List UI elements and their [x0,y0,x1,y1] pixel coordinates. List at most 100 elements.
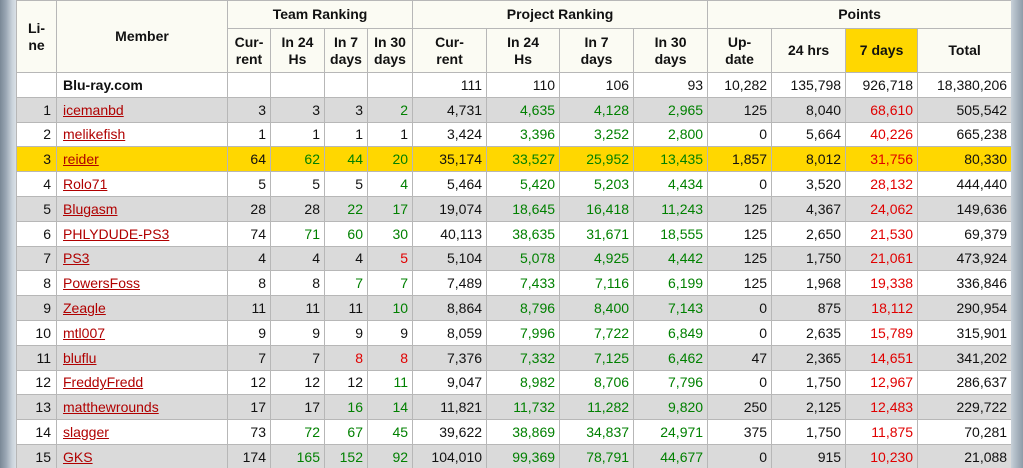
header-points-col-3: Total [917,28,1011,73]
team-rank-cell: 17 [366,195,414,222]
points-cell: 5,664 [771,121,847,148]
project-rank-cell: 8,796 [486,295,561,321]
points-cell: 250 [707,394,773,421]
table-row: 14 slagger 73 72 67 45 39,622 38,869 34,837 24,97… [16,419,1011,445]
project-rank-cell: 34,837 [559,419,635,445]
member-link[interactable]: icemanbd [63,101,124,118]
table-row: 8 PowersFoss 8 8 7 7 7,489 7,433 7,116 6,199 125 1,… [16,270,1011,297]
member-cell: icemanbd [56,96,228,123]
project-rank-cell: 11,282 [559,394,635,421]
team-rank-cell: 4 [324,245,368,272]
summary-project-cell: 110 [486,72,561,98]
team-rank-cell: 4 [270,245,325,272]
project-rank-cell: 7,996 [486,319,561,346]
table-row: 6 PHLYDUDE-PS3 74 71 60 30 40,113 38,635 31,671 1… [16,220,1011,247]
team-rank-cell: 5 [366,245,414,272]
team-rank-cell: 12 [270,369,325,396]
header-line: Li-ne [16,0,57,73]
member-cell: PHLYDUDE-PS3 [56,220,228,247]
project-rank-cell: 38,869 [486,419,561,445]
summary-project-cell: 93 [633,72,709,98]
team-rank-cell: 74 [227,220,271,247]
member-cell: bluflu [56,344,228,371]
points-cell: 1,857 [707,146,773,173]
member-link[interactable]: Zeagle [63,300,106,317]
points-cell: 149,636 [917,195,1011,222]
project-rank-cell: 11,821 [412,394,488,421]
project-rank-cell: 8,059 [412,319,488,346]
header-points-col-0: Up-date [707,28,773,73]
team-rank-cell: 7 [324,270,368,297]
points-cell: 229,722 [917,394,1011,421]
summary-points-cell: 135,798 [771,72,847,98]
summary-points-cell: 926,718 [845,72,919,98]
project-rank-cell: 25,952 [559,146,635,173]
team-rank-cell: 17 [270,394,325,421]
points-cell: 80,330 [917,146,1011,173]
project-rank-cell: 31,671 [559,220,635,247]
points-cell: 8,012 [771,146,847,173]
team-rank-cell: 3 [324,96,368,123]
points-cell: 290,954 [917,295,1011,321]
project-rank-cell: 13,435 [633,146,709,173]
team-rank-cell: 3 [227,96,271,123]
member-link[interactable]: mtl007 [63,324,106,341]
summary-team-cell [324,72,368,98]
table-row: 10 mtl007 9 9 9 9 8,059 7,996 7,722 6,849 0 2,635 15… [16,319,1011,346]
team-rank-cell: 12 [227,369,271,396]
points-cell: 286,637 [917,369,1011,396]
line-number-cell: 14 [16,419,57,445]
team-rank-cell: 67 [324,419,368,445]
project-rank-cell: 7,376 [412,344,488,371]
member-link[interactable]: melikefish [63,126,126,143]
points-cell: 12,483 [845,394,919,421]
points-cell: 2,125 [771,394,847,421]
header-points-col-2: 7 days [845,28,919,73]
table-row: 2 melikefish 1 1 1 1 3,424 3,396 3,252 2,800 0 5,66… [16,121,1011,148]
team-rank-cell: 73 [227,419,271,445]
team-rank-cell: 10 [366,295,414,321]
stats-table-container: Li-ne Member Team Ranking Project Rankin… [16,0,1011,468]
member-link[interactable]: PowersFoss [63,275,141,292]
member-link[interactable]: GKS [63,448,93,465]
project-rank-cell: 5,104 [412,245,488,272]
member-link[interactable]: Rolo71 [63,176,108,193]
project-rank-cell: 7,433 [486,270,561,297]
team-rank-cell: 45 [366,419,414,445]
points-cell: 68,610 [845,96,919,123]
project-rank-cell: 4,128 [559,96,635,123]
member-link[interactable]: PHLYDUDE-PS3 [63,225,170,242]
points-cell: 70,281 [917,419,1011,445]
team-rank-cell: 62 [270,146,325,173]
team-rank-cell: 1 [366,121,414,148]
summary-member-name: Blu-ray.com [56,72,228,98]
header-project-col-2: In 7 days [559,28,635,73]
member-link[interactable]: slagger [63,424,109,441]
line-number-cell: 2 [16,121,57,148]
points-cell: 1,750 [771,369,847,396]
points-cell: 0 [707,171,773,197]
team-rank-cell: 8 [366,344,414,371]
team-rank-cell: 9 [366,319,414,346]
member-link[interactable]: reider [63,151,99,168]
project-rank-cell: 8,400 [559,295,635,321]
member-link[interactable]: PS3 [63,250,90,267]
member-link[interactable]: matthewrounds [63,399,159,416]
member-cell: mtl007 [56,319,228,346]
points-cell: 2,650 [771,220,847,247]
member-cell: FreddyFredd [56,369,228,396]
member-link[interactable]: bluflu [63,349,97,366]
points-cell: 31,756 [845,146,919,173]
header-member: Member [56,0,228,73]
project-rank-cell: 4,925 [559,245,635,272]
member-link[interactable]: FreddyFredd [63,374,144,391]
line-number-cell: 1 [16,96,57,123]
project-rank-cell: 8,706 [559,369,635,396]
member-link[interactable]: Blugasm [63,200,118,217]
team-rank-cell: 22 [324,195,368,222]
project-rank-cell: 40,113 [412,220,488,247]
team-rank-cell: 174 [227,443,271,468]
points-cell: 1,750 [771,419,847,445]
table-row: 9 Zeagle 11 11 11 10 8,864 8,796 8,400 7,143 0 875 1… [16,295,1011,321]
points-cell: 875 [771,295,847,321]
